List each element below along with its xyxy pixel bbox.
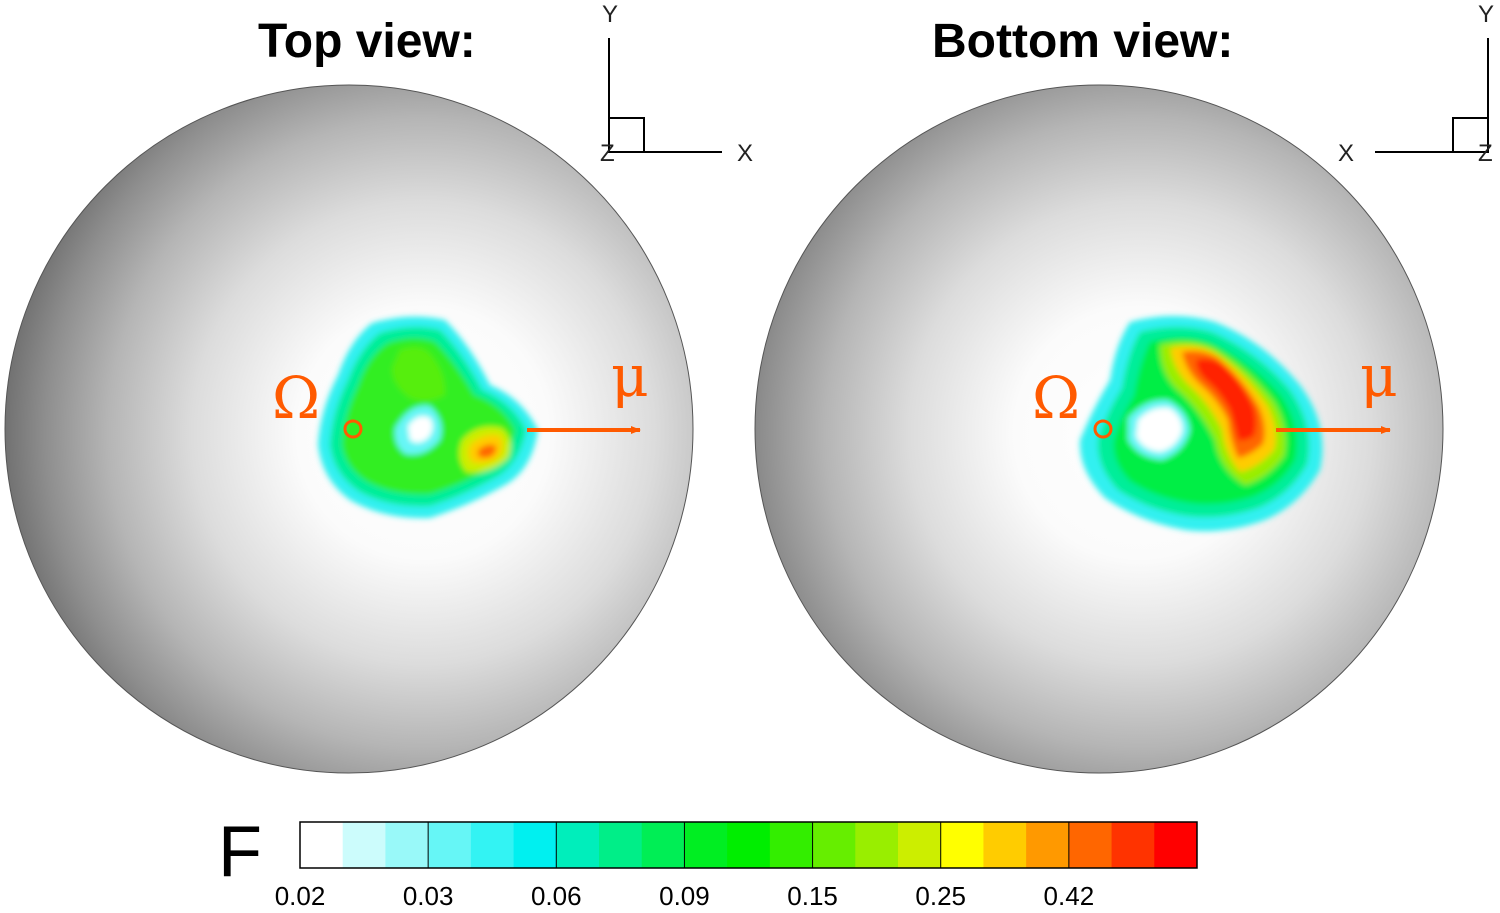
colorbar-tick-label: 0.09 xyxy=(659,881,710,911)
top-view-contour xyxy=(318,316,538,519)
top-view-title: Top view: xyxy=(258,15,476,68)
colorbar-cell xyxy=(1026,822,1070,868)
colorbar-cell xyxy=(898,822,942,868)
colorbar-cell xyxy=(1111,822,1155,868)
bottom-view-mu-symbol: μ xyxy=(1360,342,1398,410)
colorbar-tick-label: 0.03 xyxy=(403,881,454,911)
colorbar-cell xyxy=(727,822,771,868)
colorbar-tick-label: 0.06 xyxy=(531,881,582,911)
colorbar-cell xyxy=(769,822,814,868)
bottom-view-contour xyxy=(1079,316,1323,532)
colorbar-frame xyxy=(299,821,1198,869)
colorbar-cell xyxy=(300,822,344,868)
colorbar-cell xyxy=(556,822,600,868)
colorbar-cell xyxy=(983,822,1027,868)
colorbar-cell xyxy=(641,822,685,868)
colorbar-tick-label: 0.42 xyxy=(1044,881,1095,911)
colorbar-cell xyxy=(1068,822,1113,868)
top-view-mu-symbol: μ xyxy=(611,342,649,410)
bottom-view-omega-symbol: Ω xyxy=(1032,364,1080,432)
colorbar-cell xyxy=(684,822,728,868)
colorbar-cell xyxy=(342,822,386,868)
colorbar-cell xyxy=(428,822,472,868)
top-view-y-axis-label: Y xyxy=(602,1,618,28)
colorbar-cell xyxy=(599,822,643,868)
top-view-x-axis-label: X xyxy=(737,140,753,167)
colorbar-cell xyxy=(470,822,515,868)
top-view-z-axis-label: Z xyxy=(600,140,615,167)
colorbar-cell xyxy=(1154,822,1198,868)
top-view-panel: Y X Z Ω μ xyxy=(4,1,753,774)
bottom-view-axis-triad xyxy=(1375,38,1489,153)
colorbar-variable-label: F xyxy=(218,812,262,892)
colorbar-tick-label: 0.02 xyxy=(275,881,326,911)
top-view-omega-marker xyxy=(343,419,363,439)
colorbar-cells xyxy=(300,822,1198,868)
colorbar-tick-label: 0.25 xyxy=(915,881,966,911)
colorbar-cell xyxy=(513,822,557,868)
colorbar-tick-label: 0.15 xyxy=(787,881,838,911)
bottom-view-y-axis-label: Y xyxy=(1478,1,1494,28)
bottom-view-z-axis-label: Z xyxy=(1478,140,1493,167)
top-view-omega-symbol: Ω xyxy=(272,364,320,432)
colorbar-cell xyxy=(812,822,856,868)
bottom-view-panel: Y X Z Ω μ xyxy=(754,1,1494,774)
colorbar-cell xyxy=(940,822,984,868)
bottom-view-omega-marker xyxy=(1093,419,1113,439)
colorbar: F 0.02 0.03 0.06 0.09 0.15 0.25 0.42 xyxy=(218,812,1198,911)
bottom-view-x-axis-label: X xyxy=(1338,140,1354,167)
colorbar-ticks: 0.02 0.03 0.06 0.09 0.15 0.25 0.42 xyxy=(275,822,1094,911)
bottom-view-title: Bottom view: xyxy=(932,15,1234,68)
colorbar-cell xyxy=(855,822,899,868)
top-view-axis-triad xyxy=(608,38,722,153)
colorbar-cell xyxy=(385,822,429,868)
